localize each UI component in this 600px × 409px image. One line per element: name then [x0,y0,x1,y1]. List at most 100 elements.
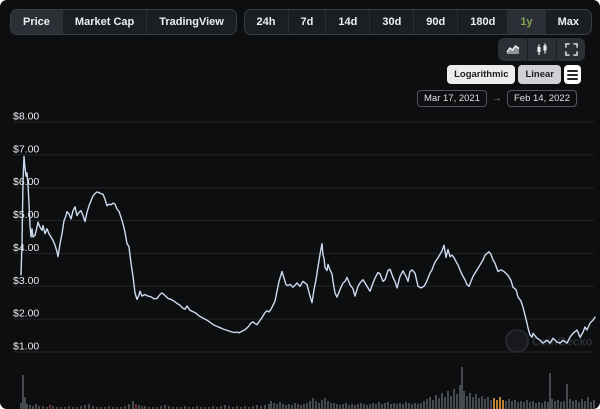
y-axis-label: $5.00 [13,209,39,221]
date-from-button[interactable]: Mar 17, 2021 [417,90,487,107]
fullscreen-button[interactable] [556,38,585,61]
volume-bar [232,407,234,409]
volume-bar [511,401,513,409]
volume-bar [566,384,568,409]
volume-bar [478,398,480,409]
chart-type-group [498,38,585,61]
volume-bar [76,407,78,409]
tab-tradingview[interactable]: TradingView [146,10,236,34]
volume-bar [378,402,380,409]
volume-bar [505,401,507,409]
volume-bar [387,402,389,409]
volume-bar [342,404,344,409]
y-axis-label: $3.00 [13,275,39,287]
volume-bar [236,406,238,409]
candlestick-button[interactable] [527,38,556,61]
volume-bar [224,405,226,409]
volume-bar [141,406,143,409]
volume-bar [532,401,534,409]
volume-bar [554,401,556,409]
volume-bar [35,404,37,409]
volume-bar [112,407,114,409]
y-axis-labels: $8.00 $7.00 $6.00 $5.00 $4.00 $3.00 $2.00 $1.00 [13,110,39,352]
volume-bar [132,401,134,409]
volume-bar [459,385,461,409]
range-14d[interactable]: 14d [325,10,369,34]
gridlines [13,121,594,353]
volume-bar [176,407,178,409]
volume-bar [399,403,401,409]
candlestick-icon [537,43,547,55]
volume-bar [68,406,70,409]
range-max[interactable]: Max [544,10,591,34]
volume-bar [124,406,126,409]
volume-bar [244,406,246,409]
volume-bar [172,407,174,409]
line-chart-icon [505,45,519,54]
range-1y[interactable]: 1y [507,10,545,34]
volume-bar [318,403,320,409]
range-7d[interactable]: 7d [287,10,326,34]
volume-bar [396,404,398,409]
volume-bar [216,407,218,409]
date-to-button[interactable]: Feb 14, 2022 [507,90,577,107]
linear-button[interactable]: Linear [518,65,561,84]
volume-bar [375,404,377,409]
volume-bar [535,403,537,409]
volume-bar [60,407,62,409]
volume-bar [523,402,525,409]
volume-bar [324,398,326,409]
volume-bar [450,396,452,409]
volume-bar [520,401,522,409]
volume-bar [369,404,371,409]
range-30d[interactable]: 30d [369,10,413,34]
time-range-tabs: 24h 7d 14d 30d 90d 180d 1y Max [243,9,592,35]
tab-market-cap[interactable]: Market Cap [61,10,146,34]
volume-bar [469,393,471,409]
volume-bar [526,400,528,409]
volume-bar [327,401,329,409]
chart-mode-tabs: Price Market Cap TradingView [10,9,237,35]
volume-bar [472,397,474,409]
y-axis-label: $6.00 [13,176,39,188]
y-axis-label: $7.00 [13,143,39,155]
range-24h[interactable]: 24h [245,10,288,34]
volume-bar [180,407,182,409]
line-chart-button[interactable] [498,38,527,61]
hamburger-menu-button[interactable] [564,65,581,84]
date-range: Mar 17, 2021 → Feb 14, 2022 [417,90,577,107]
volume-bar [297,404,299,409]
volume-bar [240,407,242,409]
volume-bar [42,406,44,409]
coingecko-logo-icon [505,329,529,353]
tab-price[interactable]: Price [11,10,62,34]
volume-bar [144,406,146,409]
volume-bar [336,404,338,409]
volume-bar [529,402,531,409]
volume-bar [248,407,250,409]
volume-bar [405,402,407,409]
volume-bar [285,405,287,409]
volume-bar [461,367,463,409]
range-90d[interactable]: 90d [413,10,457,34]
volume-bar [466,396,468,409]
logarithmic-button[interactable]: Logarithmic [447,65,516,84]
volume-bar [508,399,510,409]
volume-bar [184,406,186,409]
volume-bar [408,403,410,409]
volume-bar [423,401,425,409]
volume-bars [20,367,595,409]
arrow-right-icon: → [492,93,502,104]
volume-bar [128,404,130,409]
volume-bar [264,405,266,409]
volume-bar [291,405,293,409]
volume-bar [557,400,559,409]
volume-bar [276,404,278,409]
volume-bar [384,403,386,409]
range-180d[interactable]: 180d [457,10,507,34]
coingecko-watermark: CoinGecko [505,329,593,353]
volume-bar [100,407,102,409]
price-line [20,155,596,344]
volume-bar [345,403,347,409]
